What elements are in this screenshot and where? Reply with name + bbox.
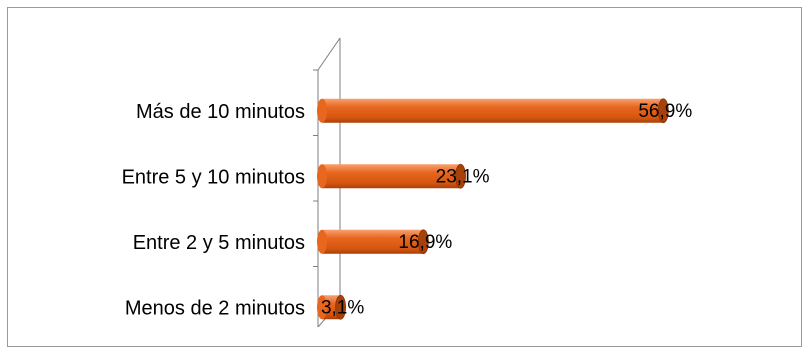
y-axis-top-edge (317, 37, 341, 71)
bar-end-cap (417, 229, 429, 255)
data-label: 3,1% (321, 297, 364, 318)
bar (322, 229, 424, 254)
bar-end-cap (657, 98, 669, 124)
data-label: 23,1% (436, 166, 490, 187)
bar-start-cap (317, 164, 327, 189)
category-label: Entre 5 y 10 minutos (122, 166, 305, 188)
category-label: Entre 2 y 5 minutos (133, 232, 305, 254)
bar-end-cap (335, 294, 346, 320)
label-layer: Más de 10 minutos 56,9% Entre 5 y 10 minut… (122, 101, 693, 320)
data-label: 16,9% (398, 232, 452, 253)
bar-end-cap (455, 163, 466, 189)
data-label: 56,9% (638, 101, 692, 122)
category-label: Menos de 2 minutos (125, 297, 305, 319)
bar (322, 98, 664, 123)
bar-start-cap (317, 295, 327, 320)
category-label: Más de 10 minutos (136, 101, 305, 123)
bar-start-cap (317, 98, 327, 123)
bar (322, 164, 461, 189)
bar-layer (317, 98, 669, 320)
bar-start-cap (317, 229, 327, 254)
